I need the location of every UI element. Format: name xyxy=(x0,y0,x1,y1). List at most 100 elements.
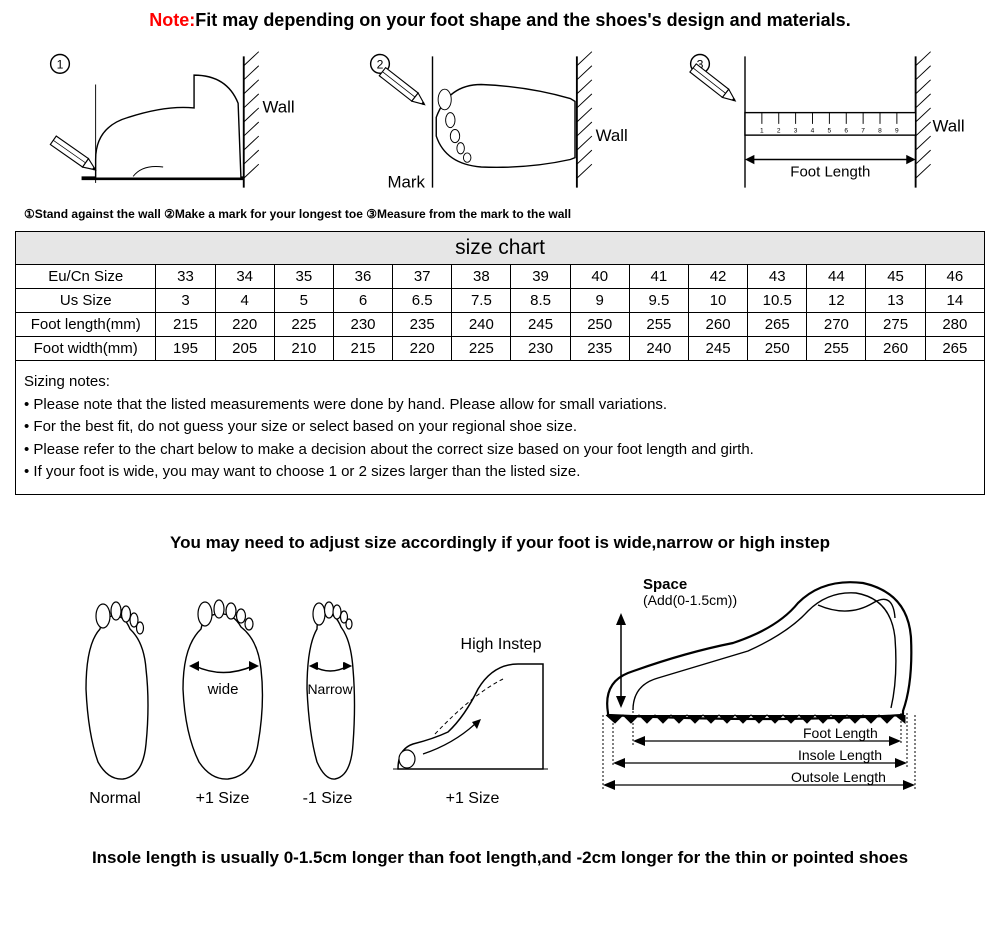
sizing-notes-box: Sizing notes: • Please note that the lis… xyxy=(15,361,985,495)
svg-text:1: 1 xyxy=(760,127,764,134)
svg-text:Foot Length: Foot Length xyxy=(803,725,878,741)
size-cell: 33 xyxy=(156,265,215,289)
sizing-note-bullet: • Please note that the listed measuremen… xyxy=(24,394,976,417)
step-3: 3 Wall 123 456 xyxy=(670,47,970,197)
svg-text:Mark: Mark xyxy=(388,173,426,192)
foot-label-instep: +1 Size xyxy=(383,790,563,808)
foot-type-normal: Normal xyxy=(68,594,163,808)
size-cell: 280 xyxy=(925,313,984,337)
svg-text:Outsole Length: Outsole Length xyxy=(791,769,886,785)
foot-types-row: Normal wide +1 Size xyxy=(10,573,990,808)
measurement-steps-row: 1 Wall xyxy=(10,47,990,201)
size-cell: 195 xyxy=(156,337,215,361)
size-cell: 45 xyxy=(866,265,925,289)
size-cell: 260 xyxy=(866,337,925,361)
foot-label-normal: Normal xyxy=(68,790,163,808)
insole-note-line: Insole length is usually 0-1.5cm longer … xyxy=(10,848,990,868)
size-cell: 6 xyxy=(333,289,392,313)
size-cell: 43 xyxy=(748,265,807,289)
svg-text:3: 3 xyxy=(794,127,798,134)
size-cell: 5 xyxy=(274,289,333,313)
foot-type-high-instep: High Instep +1 Size xyxy=(383,594,563,808)
svg-text:2: 2 xyxy=(777,127,781,134)
foot-type-narrow: Narrow -1 Size xyxy=(283,594,373,808)
size-cell: 46 xyxy=(925,265,984,289)
svg-text:wide: wide xyxy=(206,681,238,698)
size-cell: 36 xyxy=(333,265,392,289)
note-label: Note: xyxy=(149,10,195,30)
size-cell: 265 xyxy=(748,313,807,337)
size-cell: 240 xyxy=(452,313,511,337)
foot-label-narrow: -1 Size xyxy=(283,790,373,808)
size-cell: 13 xyxy=(866,289,925,313)
size-cell: 9.5 xyxy=(629,289,688,313)
size-cell: 255 xyxy=(807,337,866,361)
size-cell: 255 xyxy=(629,313,688,337)
size-cell: 3 xyxy=(156,289,215,313)
size-cell: 250 xyxy=(570,313,629,337)
size-cell: 40 xyxy=(570,265,629,289)
svg-text:2: 2 xyxy=(377,58,384,72)
size-row-label: Us Size xyxy=(16,289,156,313)
svg-text:7: 7 xyxy=(861,127,865,134)
size-cell: 230 xyxy=(333,313,392,337)
size-cell: 220 xyxy=(393,337,452,361)
size-row-label: Eu/Cn Size xyxy=(16,265,156,289)
note-line: Note:Fit may depending on your foot shap… xyxy=(10,10,990,31)
size-cell: 34 xyxy=(215,265,274,289)
size-cell: 39 xyxy=(511,265,570,289)
svg-text:Foot Length: Foot Length xyxy=(790,163,870,180)
svg-text:Space: Space xyxy=(643,576,687,593)
size-row-label: Foot width(mm) xyxy=(16,337,156,361)
size-cell: 235 xyxy=(393,313,452,337)
svg-text:Narrow: Narrow xyxy=(307,681,353,697)
svg-text:Insole Length: Insole Length xyxy=(798,747,882,763)
size-cell: 240 xyxy=(629,337,688,361)
size-cell: 230 xyxy=(511,337,570,361)
foot-type-wide: wide +1 Size xyxy=(173,594,273,808)
size-cell: 7.5 xyxy=(452,289,511,313)
size-cell: 245 xyxy=(688,337,747,361)
svg-text:9: 9 xyxy=(895,127,899,134)
size-cell: 220 xyxy=(215,313,274,337)
size-cell: 210 xyxy=(274,337,333,361)
svg-text:(Add(0-1.5cm)): (Add(0-1.5cm)) xyxy=(643,592,737,608)
svg-text:5: 5 xyxy=(828,127,832,134)
size-cell: 225 xyxy=(274,313,333,337)
size-cell: 215 xyxy=(333,337,392,361)
size-cell: 225 xyxy=(452,337,511,361)
size-cell: 8.5 xyxy=(511,289,570,313)
svg-text:Wall: Wall xyxy=(933,116,965,135)
size-chart-table: size chart Eu/Cn Size3334353637383940414… xyxy=(15,231,985,361)
size-cell: 38 xyxy=(452,265,511,289)
sizing-notes-title: Sizing notes: xyxy=(24,371,976,394)
size-chart-title: size chart xyxy=(16,232,985,265)
svg-text:1: 1 xyxy=(57,58,64,72)
size-cell: 275 xyxy=(866,313,925,337)
size-cell: 12 xyxy=(807,289,866,313)
sizing-note-bullet: • Please refer to the chart below to mak… xyxy=(24,439,976,462)
size-row-label: Foot length(mm) xyxy=(16,313,156,337)
svg-text:Wall: Wall xyxy=(596,126,628,145)
steps-caption: ①Stand against the wall ②Make a mark for… xyxy=(24,207,990,221)
svg-text:8: 8 xyxy=(878,127,882,134)
svg-text:4: 4 xyxy=(811,127,815,134)
size-cell: 14 xyxy=(925,289,984,313)
size-cell: 215 xyxy=(156,313,215,337)
size-cell: 245 xyxy=(511,313,570,337)
size-cell: 10.5 xyxy=(748,289,807,313)
size-cell: 42 xyxy=(688,265,747,289)
size-cell: 265 xyxy=(925,337,984,361)
size-cell: 35 xyxy=(274,265,333,289)
size-cell: 270 xyxy=(807,313,866,337)
sizing-note-bullet: • If your foot is wide, you may want to … xyxy=(24,461,976,484)
sizing-note-bullet: • For the best fit, do not guess your si… xyxy=(24,416,976,439)
size-cell: 10 xyxy=(688,289,747,313)
step-2: 2 Wall Mark xyxy=(350,47,650,197)
svg-text:6: 6 xyxy=(844,127,848,134)
size-cell: 6.5 xyxy=(393,289,452,313)
size-cell: 4 xyxy=(215,289,274,313)
size-cell: 9 xyxy=(570,289,629,313)
size-cell: 205 xyxy=(215,337,274,361)
svg-text:Wall: Wall xyxy=(263,98,295,117)
